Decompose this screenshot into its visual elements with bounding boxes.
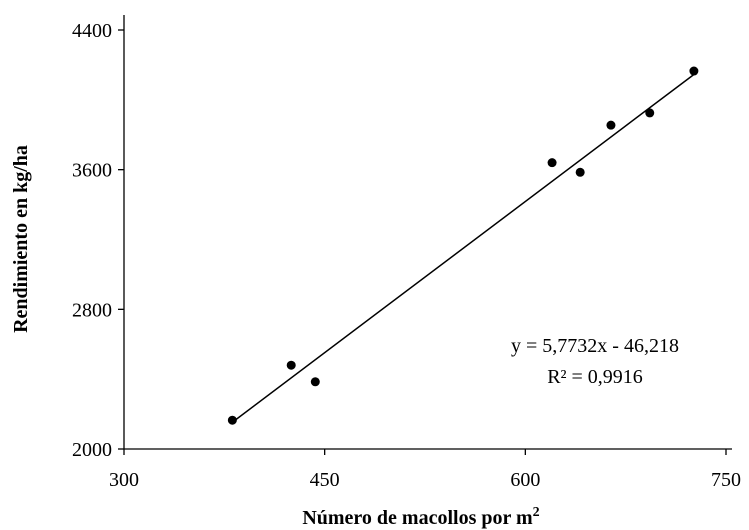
data-point <box>310 377 320 387</box>
data-point <box>547 158 557 168</box>
x-tick-label: 600 <box>510 469 540 491</box>
data-point <box>575 167 585 177</box>
x-axis-title-superscript: 2 <box>533 505 540 520</box>
trendline <box>231 73 695 423</box>
data-points <box>227 66 699 425</box>
y-tick-label: 2800 <box>72 299 112 321</box>
y-tick-label: 4400 <box>72 20 112 42</box>
ticks: 2000 2800 3600 4400 300 450 600 750 <box>72 20 741 491</box>
data-point <box>227 415 237 425</box>
trendline-equation: y = 5,7732x - 46,218 <box>511 335 679 357</box>
trendline-layer <box>231 73 695 423</box>
data-point <box>645 108 655 118</box>
x-axis-title-text: Número de macollos por m <box>302 507 533 529</box>
x-tick-label: 450 <box>310 469 340 491</box>
y-axis-title: Rendimiento en kg/ha <box>10 145 32 333</box>
data-point <box>286 360 296 370</box>
y-tick-label: 3600 <box>72 160 112 182</box>
y-tick-label: 2000 <box>72 439 112 461</box>
x-axis-title: Número de macollos por m2 <box>302 505 539 529</box>
axes <box>123 15 732 450</box>
data-point <box>606 120 616 130</box>
x-tick-label: 750 <box>711 469 741 491</box>
x-tick-label: 300 <box>109 469 139 491</box>
data-point <box>689 66 699 76</box>
r-squared-label: R² = 0,9916 <box>547 366 643 388</box>
